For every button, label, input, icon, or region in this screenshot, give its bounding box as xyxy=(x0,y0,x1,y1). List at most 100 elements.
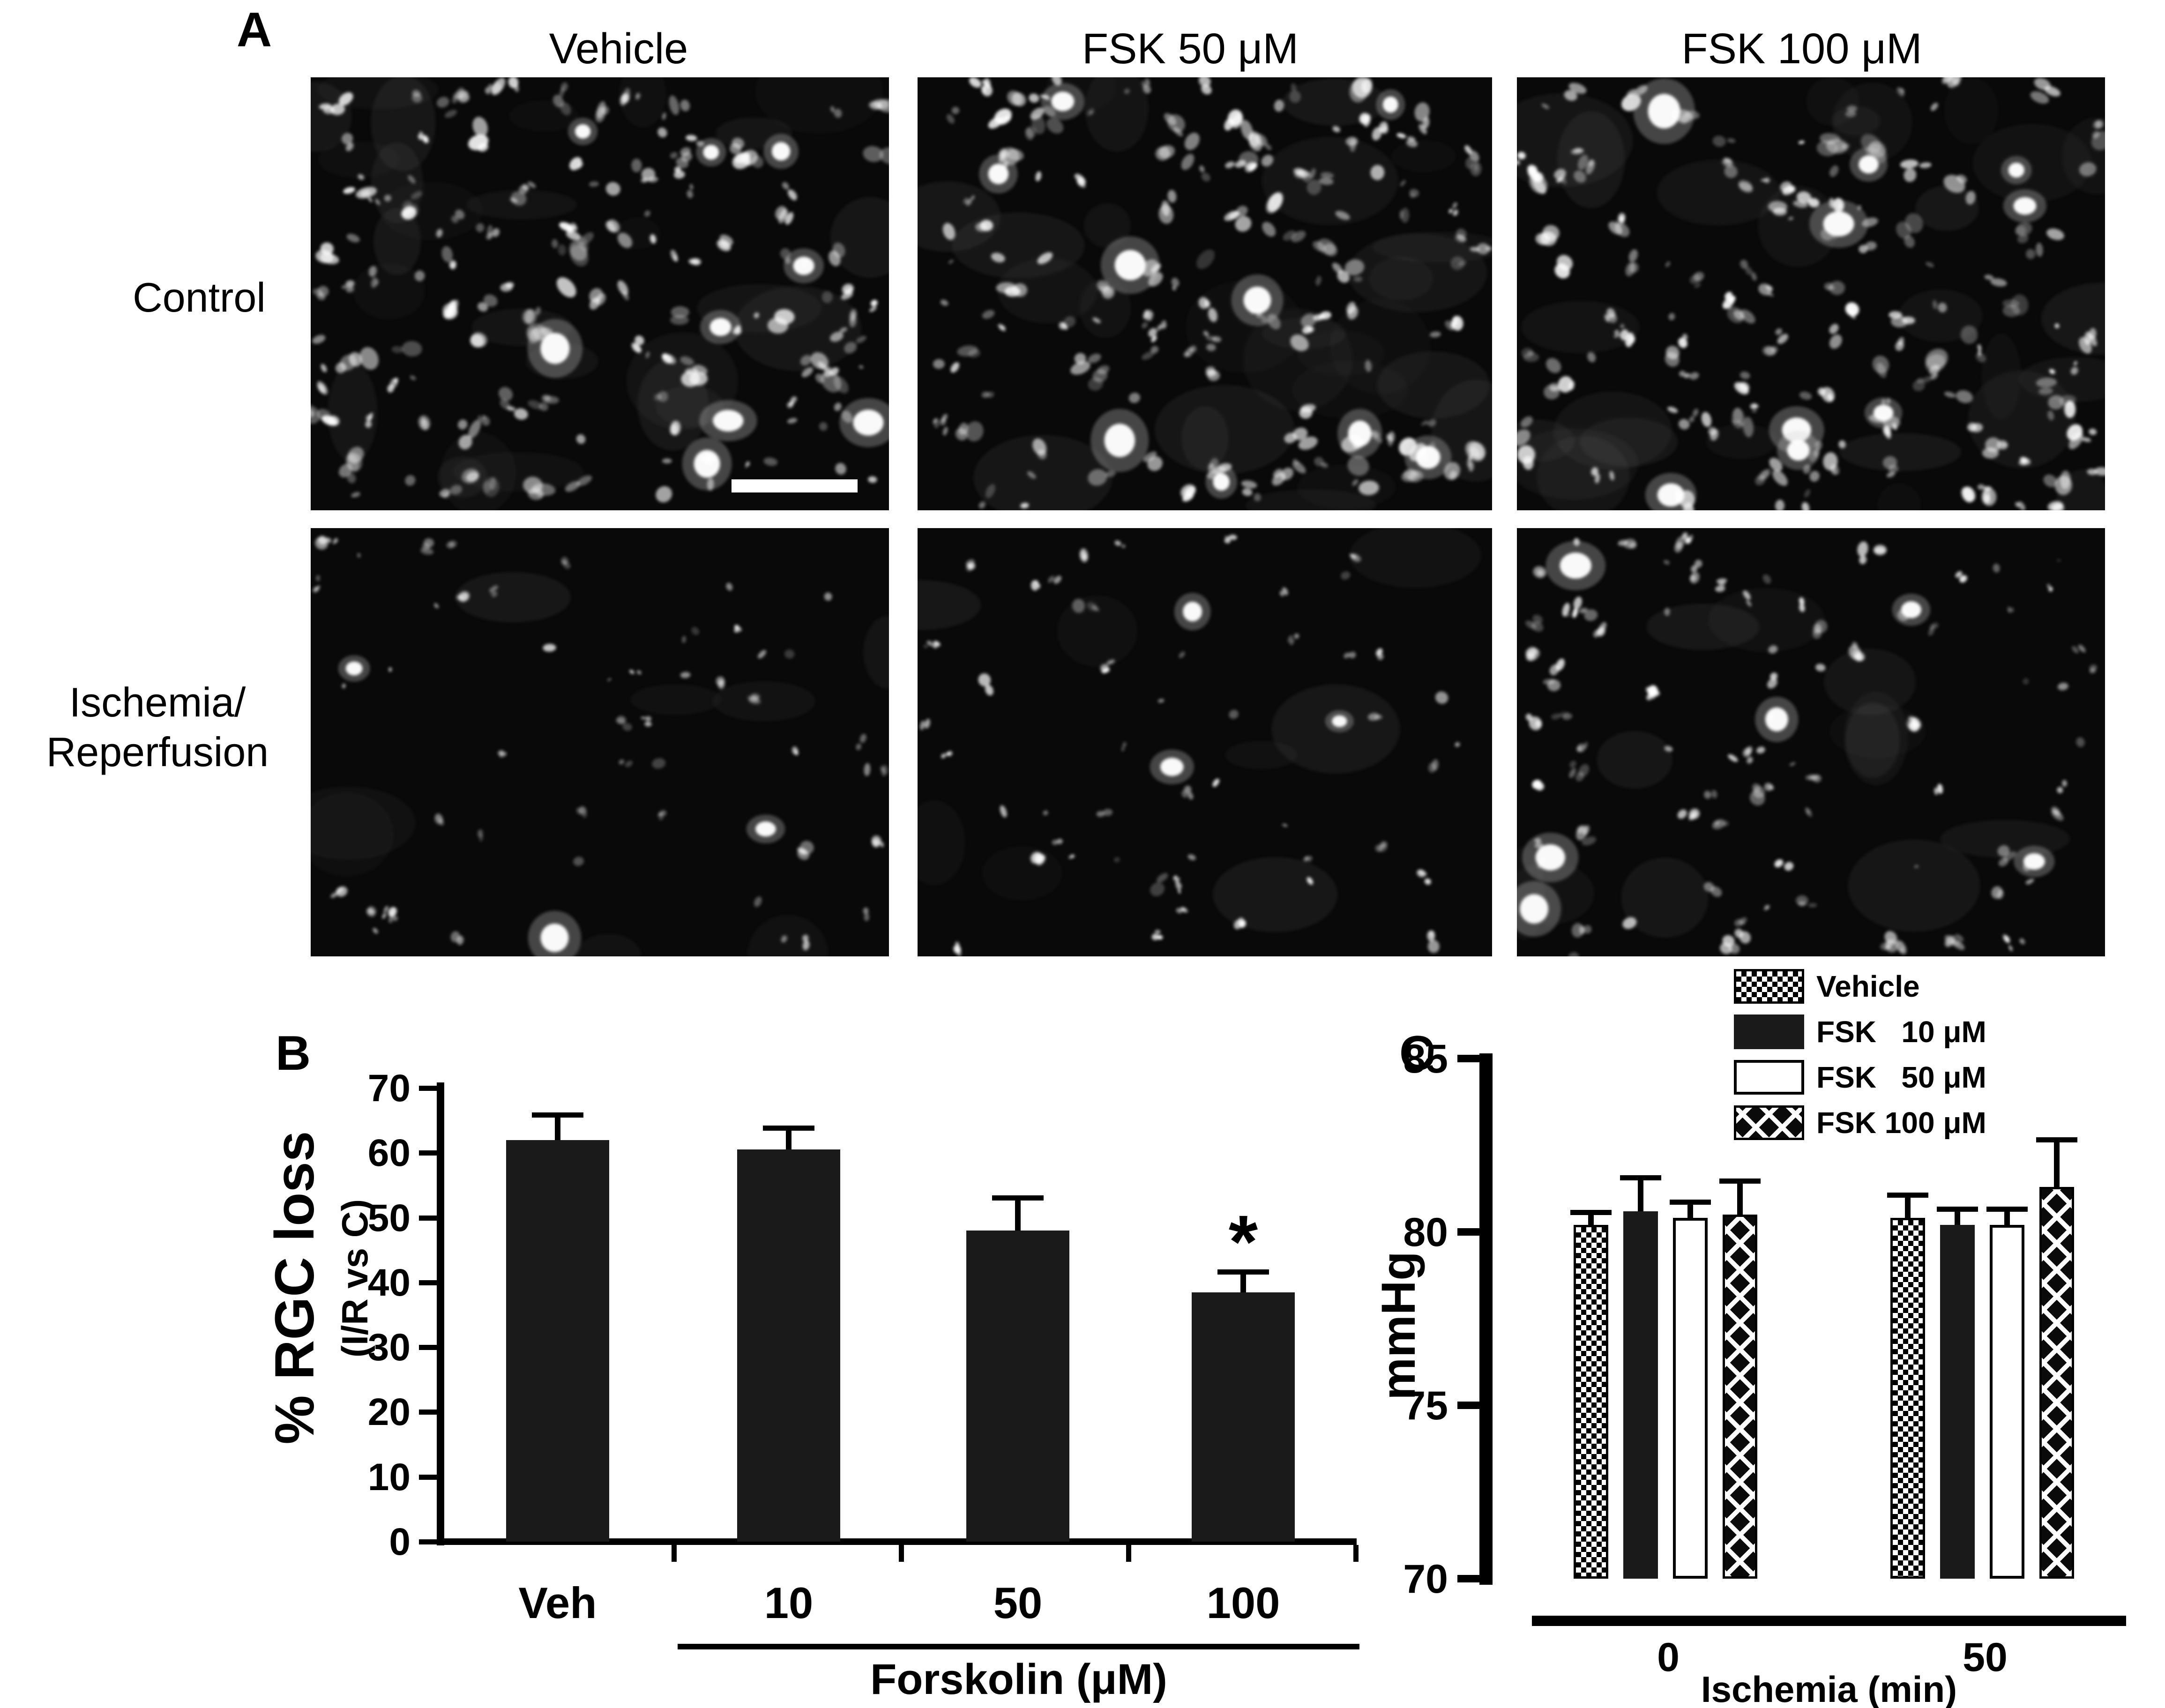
micrograph-ir-fsk100 xyxy=(1517,528,2105,956)
c-y-tick-label: 70 xyxy=(1403,1557,1448,1602)
bar-vehicle-0 xyxy=(1574,1225,1608,1579)
legend-label-fsk-100-m: FSK 100 μM xyxy=(1816,1106,1986,1140)
errorbar-stem-vehicle-50 xyxy=(1905,1197,1911,1218)
legend-swatch-fsk-100-m xyxy=(1734,1105,1804,1140)
legend-label-vehicle: Vehicle xyxy=(1816,970,1920,1003)
errorbar-cap-fsk-50-m-50 xyxy=(1986,1206,2028,1212)
errorbar-stem-fsk-100-m-50 xyxy=(2054,1141,2060,1187)
b-cat-label-50: 50 xyxy=(993,1578,1043,1627)
b-x-rule xyxy=(678,1644,1359,1649)
legend-swatch-fsk-50-m xyxy=(1734,1060,1804,1095)
b-y-tick-label: 10 xyxy=(367,1455,411,1499)
legend-label-fsk-10-m: FSK 10 μM xyxy=(1816,1015,1986,1049)
errorbar-stem-fsk-100-m-0 xyxy=(1737,1183,1743,1215)
bar-10 xyxy=(737,1149,840,1542)
bar-fsk-100-m-50 xyxy=(2039,1186,2074,1579)
c-group-label-50: 50 xyxy=(1963,1635,2008,1680)
errorbar-cap-fsk-100-m-50 xyxy=(2036,1137,2077,1142)
b-cat-label-100: 100 xyxy=(1206,1578,1280,1627)
row-label-ischemia-reperfusion: Ischemia/ Reperfusion xyxy=(17,678,298,777)
micrograph-control-vehicle xyxy=(311,77,889,510)
b-y-tick-label: 60 xyxy=(367,1132,411,1175)
b-y-tick xyxy=(419,1086,437,1091)
b-cat-tick xyxy=(1126,1545,1131,1562)
scale-bar xyxy=(732,479,858,493)
panel-c-label: C xyxy=(1399,1026,1435,1081)
errorbar-stem-10 xyxy=(786,1130,791,1150)
errorbar-cap-100 xyxy=(1217,1269,1269,1275)
c-y-tick xyxy=(1457,1055,1479,1062)
c-y-tick-label: 75 xyxy=(1403,1383,1448,1428)
b-y-axis xyxy=(437,1082,444,1545)
bar-fsk-10-m-50 xyxy=(1940,1225,1975,1579)
c-y-tick xyxy=(1457,1402,1479,1409)
micrograph-ir-fsk50 xyxy=(918,528,1492,956)
errorbar-cap-50 xyxy=(992,1195,1044,1201)
b-y-tick xyxy=(419,1150,437,1156)
col-header-vehicle: Vehicle xyxy=(549,25,688,73)
errorbar-stem-50 xyxy=(1015,1200,1021,1231)
b-y-tick xyxy=(419,1410,437,1415)
c-y-axis xyxy=(1479,1053,1493,1585)
errorbar-cap-vehicle-0 xyxy=(1570,1210,1612,1215)
b-y-tick-label: 70 xyxy=(367,1067,411,1110)
bar-vehicle-50 xyxy=(1890,1218,1925,1579)
bar-100 xyxy=(1192,1292,1295,1542)
errorbar-cap-10 xyxy=(763,1125,814,1131)
errorbar-cap-fsk-50-m-0 xyxy=(1670,1199,1711,1205)
b-cat-tick xyxy=(1353,1545,1359,1562)
col-header-fsk50: FSK 50 μM xyxy=(1082,25,1299,73)
legend-swatch-fsk-10-m xyxy=(1734,1014,1804,1049)
micrograph-control-fsk50 xyxy=(918,77,1492,510)
c-y-label: mmHg xyxy=(1372,1251,1425,1400)
b-y-tick-label: 30 xyxy=(367,1326,411,1369)
bar-fsk-50-m-50 xyxy=(1990,1225,2024,1579)
errorbar-cap-fsk-100-m-0 xyxy=(1719,1178,1761,1184)
significance-asterisk: * xyxy=(1228,1200,1258,1283)
errorbar-stem-100 xyxy=(1240,1274,1246,1292)
errorbar-cap-fsk-10-m-0 xyxy=(1620,1175,1661,1180)
panel-a-label: A xyxy=(237,3,272,57)
c-y-tick xyxy=(1457,1228,1479,1236)
b-cat-label-veh: Veh xyxy=(518,1578,597,1627)
errorbar-cap-vehicle-50 xyxy=(1887,1193,1928,1198)
micrograph-control-fsk100 xyxy=(1517,77,2105,510)
b-y-tick xyxy=(419,1280,437,1285)
micrograph-ir-vehicle xyxy=(311,528,889,956)
b-y-tick xyxy=(419,1474,437,1480)
b-y-tick-label: 50 xyxy=(367,1196,411,1239)
bar-fsk-100-m-0 xyxy=(1723,1215,1757,1579)
b-y-label: % RGC loss xyxy=(264,1131,326,1445)
bar-fsk-50-m-0 xyxy=(1673,1218,1708,1579)
col-header-fsk100: FSK 100 μM xyxy=(1681,25,1922,73)
errorbar-cap-fsk-10-m-50 xyxy=(1937,1206,1978,1212)
errorbar-stem-veh xyxy=(555,1117,560,1140)
b-cat-tick xyxy=(899,1545,904,1562)
errorbar-stem-fsk-10-m-50 xyxy=(1955,1211,1960,1225)
row-label-ischemia-line1: Ischemia/ xyxy=(69,679,246,725)
errorbar-stem-fsk-10-m-0 xyxy=(1638,1180,1643,1211)
c-y-tick-label: 80 xyxy=(1403,1210,1448,1255)
errorbar-stem-vehicle-0 xyxy=(1588,1215,1594,1225)
errorbar-stem-fsk-50-m-50 xyxy=(2004,1211,2010,1225)
legend-label-fsk-50-m: FSK 50 μM xyxy=(1816,1060,1986,1094)
c-group-label-0: 0 xyxy=(1657,1635,1680,1680)
b-y-tick-label: 20 xyxy=(367,1391,411,1434)
errorbar-cap-veh xyxy=(532,1112,583,1118)
b-y-tick xyxy=(419,1345,437,1350)
legend-swatch-vehicle xyxy=(1734,969,1804,1004)
c-y-tick xyxy=(1457,1575,1479,1582)
b-y-tick-label: 40 xyxy=(367,1261,411,1304)
errorbar-stem-fsk-50-m-0 xyxy=(1687,1204,1693,1218)
bar-fsk-10-m-0 xyxy=(1623,1211,1658,1579)
b-y-tick xyxy=(419,1215,437,1221)
b-x-label: Forskolin (μM) xyxy=(870,1656,1167,1703)
b-y-tick-label: 0 xyxy=(389,1521,411,1563)
b-y-sublabel: (I/R vs C) xyxy=(334,1199,375,1358)
c-y-tick-label: 85 xyxy=(1403,1037,1448,1081)
panel-b-label: B xyxy=(276,1026,311,1081)
row-label-control: Control xyxy=(133,274,266,321)
b-x-axis xyxy=(437,1538,1357,1545)
c-x-label: Ischemia (min) xyxy=(1701,1669,1957,1708)
